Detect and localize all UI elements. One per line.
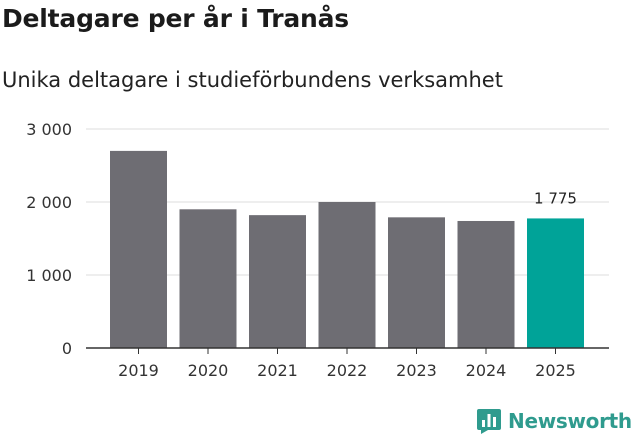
x-tick-label: 2022	[327, 361, 368, 380]
x-tick-label: 2025	[535, 361, 576, 380]
y-tick-label: 1 000	[26, 266, 72, 285]
bar	[179, 209, 237, 348]
brand-logo: Newsworthy	[476, 406, 631, 436]
x-tick-label: 2020	[188, 361, 229, 380]
y-tick-label: 2 000	[26, 193, 72, 212]
x-tick-label: 2023	[396, 361, 437, 380]
bar	[110, 150, 167, 348]
newsworthy-logo-icon	[477, 409, 501, 434]
bar	[527, 218, 584, 348]
y-tick-label: 3 000	[26, 120, 72, 139]
bar	[249, 215, 306, 348]
bar-chart: 0 1 000 2 000 3 000 2019 2020 2021 2022 2023 2024…	[26, 120, 609, 380]
x-tick-label: 2024	[466, 361, 507, 380]
y-tick-label: 0	[62, 339, 72, 358]
bar	[457, 220, 515, 348]
x-tick-label: 2021	[257, 361, 298, 380]
chart-subtitle: Unika deltagare i studieförbundens verks…	[2, 68, 503, 92]
x-tick-label: 2019	[118, 361, 159, 380]
bar	[318, 202, 376, 348]
brand-name: Newsworthy	[508, 409, 631, 433]
chart-title: Deltagare per år i Tranås	[2, 4, 349, 33]
bar	[388, 217, 445, 348]
data-label: 1 775	[534, 189, 577, 207]
